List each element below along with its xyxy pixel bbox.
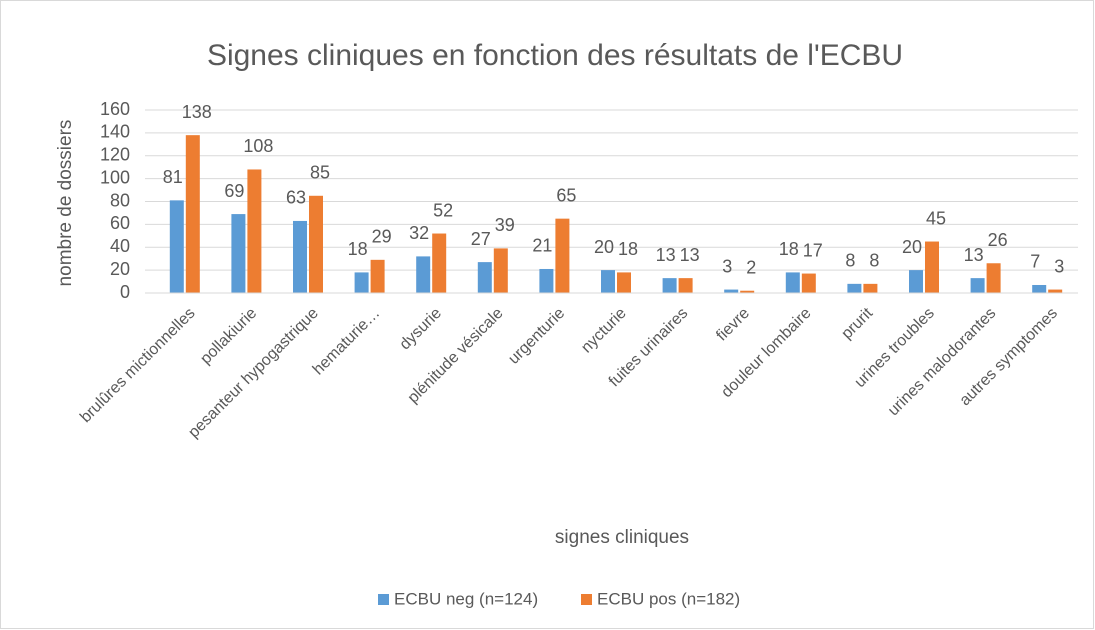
value-label: 85: [310, 163, 330, 183]
bar: [863, 283, 878, 293]
value-label: 39: [495, 215, 515, 235]
bar: [293, 220, 307, 293]
x-axis-label: signes cliniques: [555, 527, 689, 548]
bar: [724, 289, 739, 293]
bar: [617, 272, 631, 293]
bar: [601, 270, 615, 293]
bar: [477, 262, 492, 293]
y-tick-label: 160: [100, 99, 130, 119]
value-label: 29: [372, 227, 392, 247]
value-label: 52: [433, 200, 453, 220]
value-label: 13: [964, 245, 984, 265]
value-label: 32: [409, 223, 429, 243]
value-label: 8: [869, 251, 879, 271]
y-tick-label: 100: [100, 167, 130, 187]
value-label: 45: [926, 208, 946, 228]
y-tick-label: 140: [100, 122, 130, 142]
value-label: 26: [988, 230, 1008, 250]
bar: [231, 214, 246, 293]
value-label: 17: [803, 240, 823, 260]
bar: [1048, 289, 1063, 293]
y-tick-label: 40: [110, 236, 130, 256]
bar: [970, 278, 985, 293]
value-label: 8: [845, 251, 855, 271]
bar: [678, 278, 693, 293]
value-label: 27: [471, 229, 491, 249]
y-tick-label: 80: [110, 190, 130, 210]
y-tick-label: 0: [120, 282, 130, 302]
value-label: 13: [656, 245, 676, 265]
bar: [785, 272, 800, 293]
y-tick-label: 20: [110, 259, 130, 279]
bar: [432, 233, 447, 293]
bar: [555, 218, 570, 293]
value-label: 7: [1030, 252, 1040, 272]
bar: [493, 248, 508, 293]
legend-swatch: [378, 594, 389, 605]
bar: [309, 195, 323, 293]
value-label: 20: [594, 237, 614, 257]
value-label: 108: [243, 136, 273, 156]
bar: [662, 278, 677, 293]
bar: [539, 268, 554, 293]
y-tick-label: 60: [110, 213, 130, 233]
value-label: 20: [902, 237, 922, 257]
bar: [909, 270, 923, 293]
bar: [801, 273, 816, 293]
value-label: 18: [779, 239, 799, 259]
bar: [925, 241, 939, 293]
y-axis-label: nombre de dossiers: [55, 120, 76, 287]
value-label: 18: [348, 239, 368, 259]
value-label: 81: [163, 167, 183, 187]
bar: [1032, 284, 1047, 293]
value-label: 13: [680, 245, 700, 265]
bar: [740, 290, 755, 293]
value-label: 18: [618, 239, 638, 259]
value-label: 21: [532, 236, 552, 256]
value-label: 2: [746, 257, 756, 277]
bar: [185, 135, 200, 293]
bar: [169, 200, 184, 293]
legend-label: ECBU pos (n=182): [597, 589, 740, 608]
value-label: 63: [286, 188, 306, 208]
legend-swatch: [581, 594, 592, 605]
bar: [847, 283, 862, 293]
bar: [354, 272, 369, 293]
y-tick-label: 120: [100, 145, 130, 165]
value-label: 138: [182, 102, 212, 122]
chart-title: Signes cliniques en fonction des résulta…: [207, 39, 903, 72]
bar: [247, 169, 262, 293]
bar: [370, 259, 385, 293]
legend-label: ECBU neg (n=124): [394, 589, 538, 608]
value-label: 3: [1054, 256, 1064, 276]
value-label: 69: [224, 181, 244, 201]
value-label: 3: [722, 256, 732, 276]
value-label: 65: [556, 185, 576, 205]
bar: [416, 256, 431, 293]
bar: [986, 263, 1001, 293]
